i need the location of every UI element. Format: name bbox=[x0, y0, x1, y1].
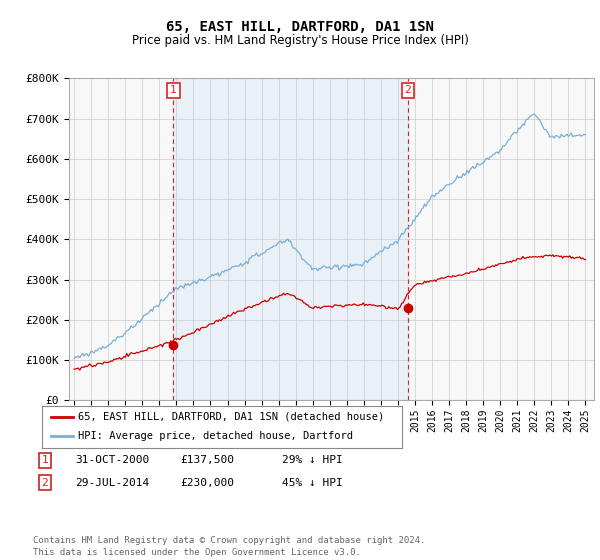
Text: 1: 1 bbox=[170, 86, 177, 95]
Text: 2: 2 bbox=[404, 86, 411, 95]
Text: 2: 2 bbox=[41, 478, 49, 488]
Text: 29% ↓ HPI: 29% ↓ HPI bbox=[282, 455, 343, 465]
Text: £230,000: £230,000 bbox=[180, 478, 234, 488]
Text: 29-JUL-2014: 29-JUL-2014 bbox=[75, 478, 149, 488]
Text: £137,500: £137,500 bbox=[180, 455, 234, 465]
Text: 45% ↓ HPI: 45% ↓ HPI bbox=[282, 478, 343, 488]
Text: HPI: Average price, detached house, Dartford: HPI: Average price, detached house, Dart… bbox=[78, 431, 353, 441]
Text: Price paid vs. HM Land Registry's House Price Index (HPI): Price paid vs. HM Land Registry's House … bbox=[131, 34, 469, 46]
Text: 65, EAST HILL, DARTFORD, DA1 1SN (detached house): 65, EAST HILL, DARTFORD, DA1 1SN (detach… bbox=[78, 412, 384, 422]
Text: 65, EAST HILL, DARTFORD, DA1 1SN: 65, EAST HILL, DARTFORD, DA1 1SN bbox=[166, 20, 434, 34]
Text: Contains HM Land Registry data © Crown copyright and database right 2024.
This d: Contains HM Land Registry data © Crown c… bbox=[33, 536, 425, 557]
Text: 1: 1 bbox=[41, 455, 49, 465]
Text: 31-OCT-2000: 31-OCT-2000 bbox=[75, 455, 149, 465]
Bar bbox=[173, 78, 408, 400]
